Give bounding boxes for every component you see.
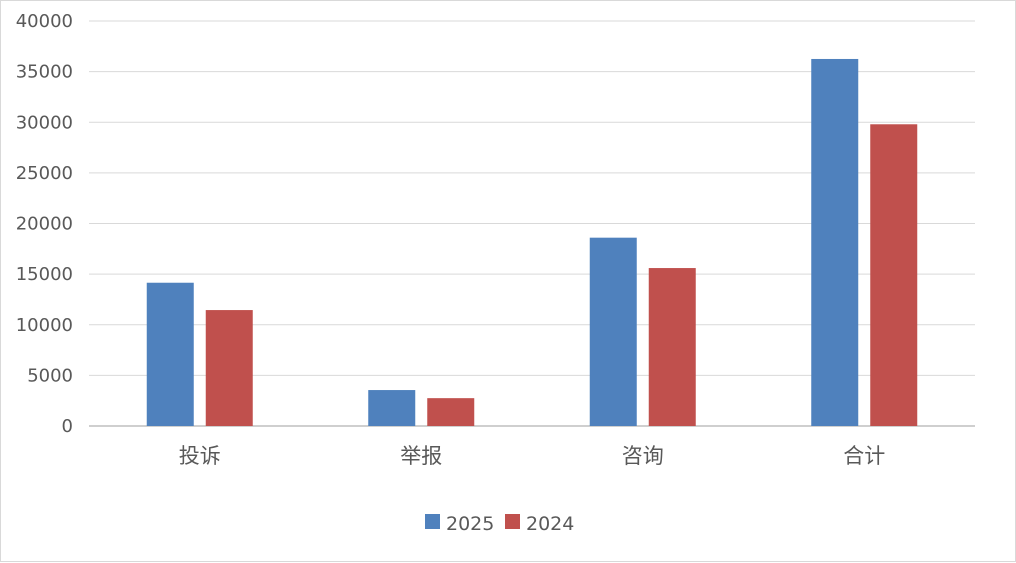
bar-2024-3 [870, 124, 918, 427]
legend-swatch [425, 514, 440, 529]
bar-2025-1 [368, 390, 416, 426]
y-tick-label: 35000 [16, 62, 73, 83]
bar-2024-1 [427, 398, 475, 426]
y-tick-label: 25000 [16, 163, 73, 184]
y-axis-ticks: 0 5000 10000 15000 20000 25000 30000 35000 40000 [16, 11, 73, 437]
bar-2025-3 [811, 58, 859, 426]
bar-2025-2 [589, 237, 637, 426]
legend-label: 2025 [446, 513, 494, 535]
legend: 2025 2024 [425, 513, 574, 535]
x-tick-label: 咨询 [622, 444, 664, 468]
bar-2024-0 [205, 310, 253, 426]
x-tick-label: 投诉 [179, 444, 221, 468]
y-tick-label: 40000 [16, 11, 73, 32]
y-tick-label: 20000 [16, 214, 73, 235]
y-tick-label: 30000 [16, 112, 73, 133]
x-tick-label: 举报 [400, 444, 442, 468]
y-tick-label: 15000 [16, 264, 73, 285]
y-tick-label: 10000 [16, 315, 73, 336]
x-axis: 投诉 举报 咨询 合计 [179, 444, 886, 468]
y-tick-label: 5000 [27, 365, 73, 386]
bar-2025-0 [146, 282, 194, 426]
x-tick-label: 合计 [843, 444, 885, 468]
bars [146, 58, 918, 427]
bar-2024-2 [648, 268, 696, 426]
legend-swatch [505, 514, 520, 529]
y-tick-label: 0 [62, 416, 73, 437]
legend-label: 2024 [526, 513, 574, 535]
